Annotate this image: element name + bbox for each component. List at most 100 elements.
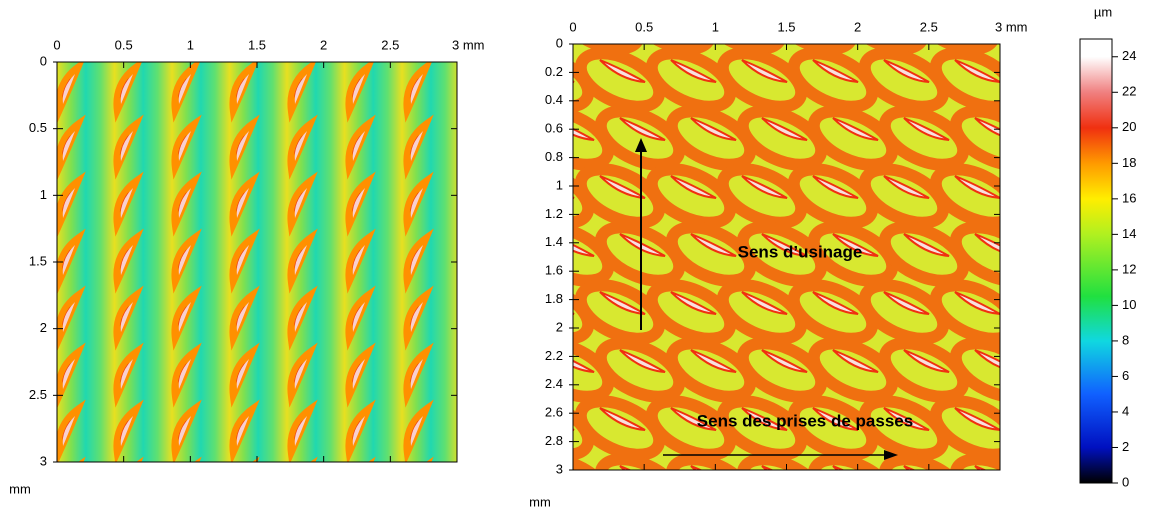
texture [864, 2, 909, 24]
texture [903, 117, 950, 141]
texture [1026, 176, 1071, 198]
y-tick-label: 2.5 [29, 387, 47, 402]
texture [807, 337, 899, 403]
texture [410, 245, 423, 275]
y-tick-label: 0 [40, 53, 47, 68]
texture [690, 349, 737, 373]
y-tick-label: 1.8 [545, 291, 563, 306]
texture [645, 395, 737, 461]
texture [0, 294, 21, 340]
texture [178, 359, 191, 389]
texture [858, 279, 950, 345]
texture [120, 359, 133, 389]
texture [179, 473, 191, 503]
texture [594, 221, 686, 287]
texture [599, 175, 646, 199]
texture [573, 221, 615, 287]
texture [929, 279, 1000, 345]
texture [580, 2, 625, 24]
texture [5, 188, 17, 218]
texture [236, 359, 249, 389]
texture [670, 291, 717, 315]
texture [5, 302, 17, 332]
texture [62, 302, 75, 332]
texture [974, 117, 1000, 137]
texture [178, 416, 191, 446]
texture [573, 105, 615, 171]
texture [236, 302, 249, 332]
colorbar-tick-label: 16 [1122, 190, 1136, 205]
texture [5, 131, 17, 161]
texture [832, 465, 845, 470]
texture [294, 188, 307, 218]
texture [178, 74, 191, 104]
texture [974, 349, 1000, 369]
texture [599, 407, 646, 431]
texture [5, 74, 17, 104]
texture [574, 279, 666, 345]
texture [999, 390, 1094, 465]
texture [0, 180, 21, 226]
texture [935, 2, 980, 24]
texture [665, 105, 757, 171]
texture [194, 456, 202, 462]
texture [999, 158, 1094, 233]
texture [62, 131, 75, 161]
texture [619, 117, 666, 141]
texture [295, 473, 307, 503]
texture [352, 131, 365, 161]
arrow-head [635, 138, 647, 152]
texture [807, 453, 899, 470]
texture [787, 47, 879, 113]
texture [599, 291, 646, 315]
texture [787, 395, 879, 461]
texture [812, 407, 859, 431]
texture [949, 337, 1000, 403]
texture [929, 395, 1000, 461]
y-tick-label: 0.8 [545, 149, 563, 164]
texture [949, 221, 1000, 287]
texture [645, 279, 737, 345]
texture [352, 74, 365, 104]
x-tick-label: 1 [712, 19, 719, 34]
texture [1026, 408, 1071, 430]
texture [903, 349, 950, 373]
texture [574, 163, 666, 229]
colorbar-tick-label: 6 [1122, 368, 1129, 383]
texture [999, 274, 1094, 349]
texture [736, 105, 828, 171]
x-tick-label: 1.5 [777, 19, 795, 34]
texture [352, 188, 365, 218]
texture [716, 47, 808, 113]
colorbar-unit: µm [1094, 4, 1112, 19]
texture [62, 188, 75, 218]
y-tick-label: 1.6 [545, 263, 563, 278]
texture [665, 337, 757, 403]
texture [352, 245, 365, 275]
texture [741, 175, 788, 199]
texture [5, 359, 17, 389]
texture [410, 359, 423, 389]
colorbar-tick-label: 2 [1122, 439, 1129, 454]
texture [878, 337, 970, 403]
texture [294, 359, 307, 389]
texture [619, 349, 666, 373]
texture [716, 279, 808, 345]
texture [78, 456, 86, 462]
x-tick-label: 0 [53, 37, 60, 52]
y-tick-label: 3 [40, 453, 47, 468]
texture [573, 395, 595, 461]
colorbar-tick-label: 4 [1122, 403, 1129, 418]
texture [573, 453, 615, 470]
texture [999, 42, 1094, 117]
texture [410, 416, 423, 446]
texture [237, 473, 249, 503]
texture [573, 359, 595, 373]
x-tick-label: 3 mm [452, 37, 485, 52]
texture [63, 473, 75, 503]
y-tick-label: 2.2 [545, 348, 563, 363]
x-tick-label: 2 [320, 37, 327, 52]
texture [120, 416, 133, 446]
x-tick-label: 3 mm [995, 19, 1028, 34]
texture [741, 291, 788, 315]
